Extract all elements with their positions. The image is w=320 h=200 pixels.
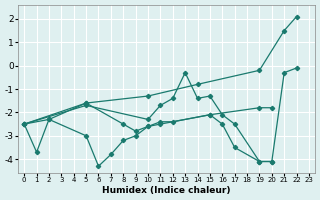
X-axis label: Humidex (Indice chaleur): Humidex (Indice chaleur) — [102, 186, 231, 195]
